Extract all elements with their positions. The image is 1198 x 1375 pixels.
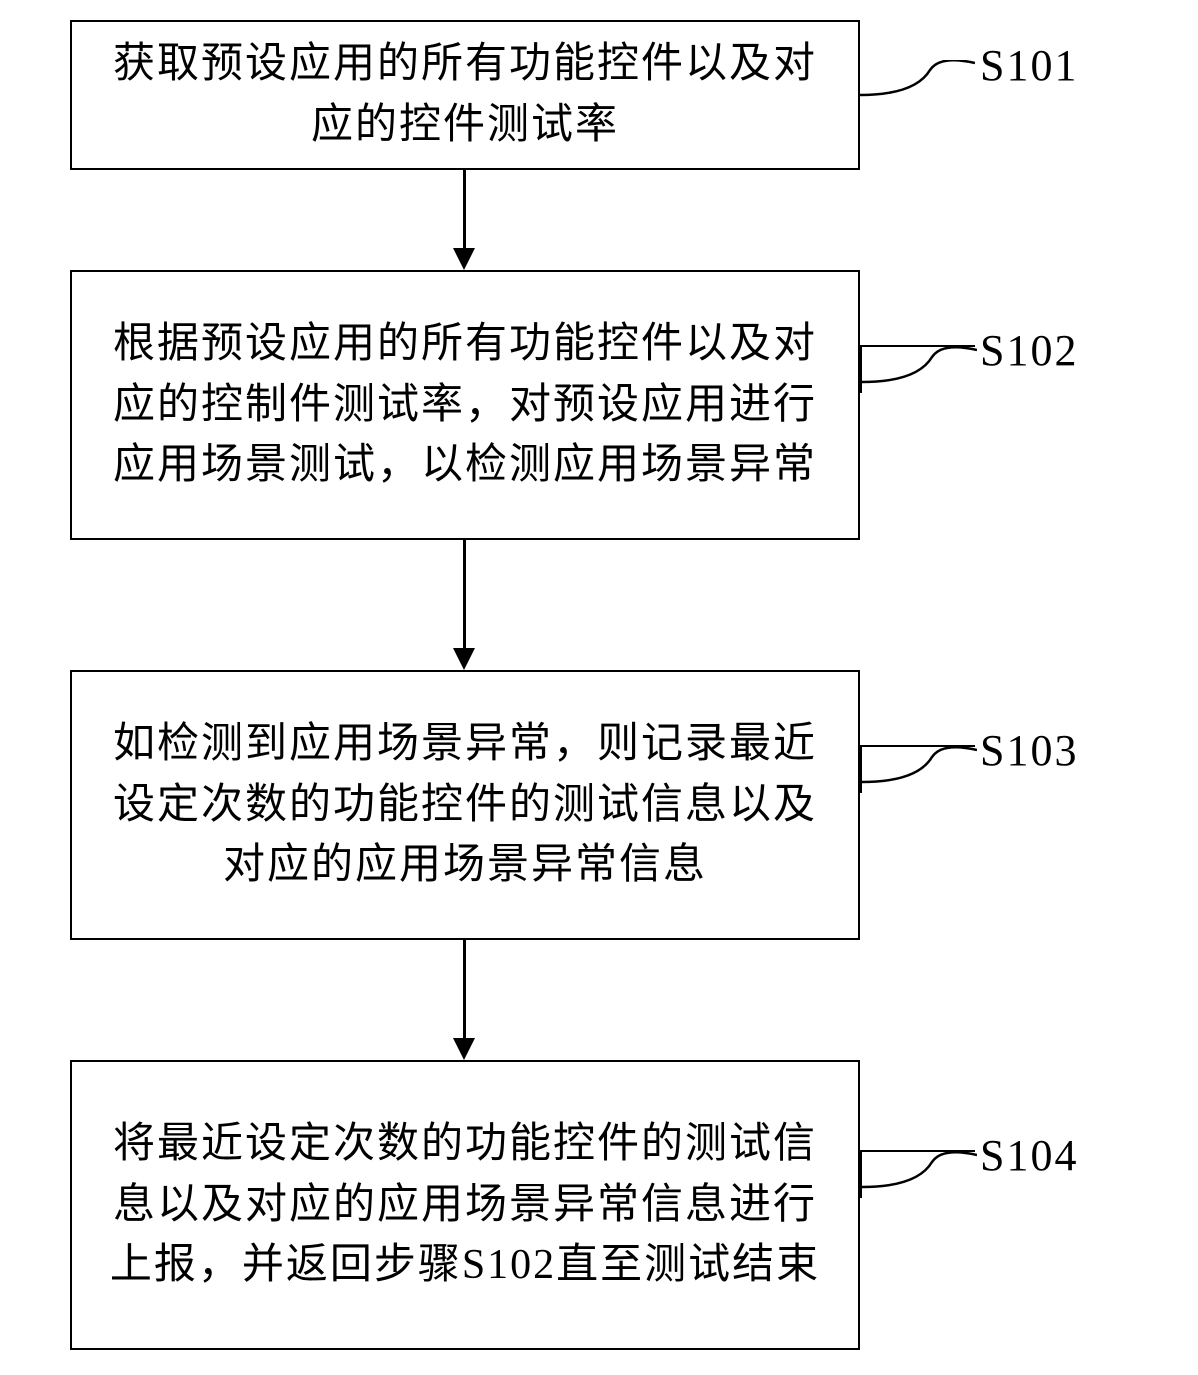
flow-node-s102: 根据预设应用的所有功能控件以及对应的控制件测试率，对预设应用进行应用场景测试，以… [70, 270, 860, 540]
flow-node-s103: 如检测到应用场景异常，则记录最近设定次数的功能控件的测试信息以及对应的应用场景异… [70, 670, 860, 940]
node-text: 将最近设定次数的功能控件的测试信息以及对应的应用场景异常信息进行上报，并返回步骤… [100, 1114, 830, 1297]
arrow-line [463, 540, 466, 650]
node-text: 根据预设应用的所有功能控件以及对应的控制件测试率，对预设应用进行应用场景测试，以… [100, 314, 830, 497]
label-connector [860, 345, 975, 393]
flow-node-s101: 获取预设应用的所有功能控件以及对应的控件测试率 [70, 20, 860, 170]
arrow-head-icon [453, 1038, 475, 1060]
label-connector [860, 1150, 975, 1198]
node-text: 如检测到应用场景异常，则记录最近设定次数的功能控件的测试信息以及对应的应用场景异… [100, 714, 830, 897]
node-text: 获取预设应用的所有功能控件以及对应的控件测试率 [100, 34, 830, 156]
label-connector [860, 60, 975, 108]
arrow-head-icon [453, 648, 475, 670]
label-connector [860, 745, 975, 793]
step-label-s103: S103 [980, 725, 1078, 776]
step-label-s102: S102 [980, 325, 1078, 376]
arrow-head-icon [453, 248, 475, 270]
flowchart-container: 获取预设应用的所有功能控件以及对应的控件测试率 S101 根据预设应用的所有功能… [0, 0, 1198, 1375]
step-label-s101: S101 [980, 40, 1078, 91]
flow-node-s104: 将最近设定次数的功能控件的测试信息以及对应的应用场景异常信息进行上报，并返回步骤… [70, 1060, 860, 1350]
step-label-s104: S104 [980, 1130, 1078, 1181]
arrow-line [463, 940, 466, 1040]
arrow-line [463, 170, 466, 250]
